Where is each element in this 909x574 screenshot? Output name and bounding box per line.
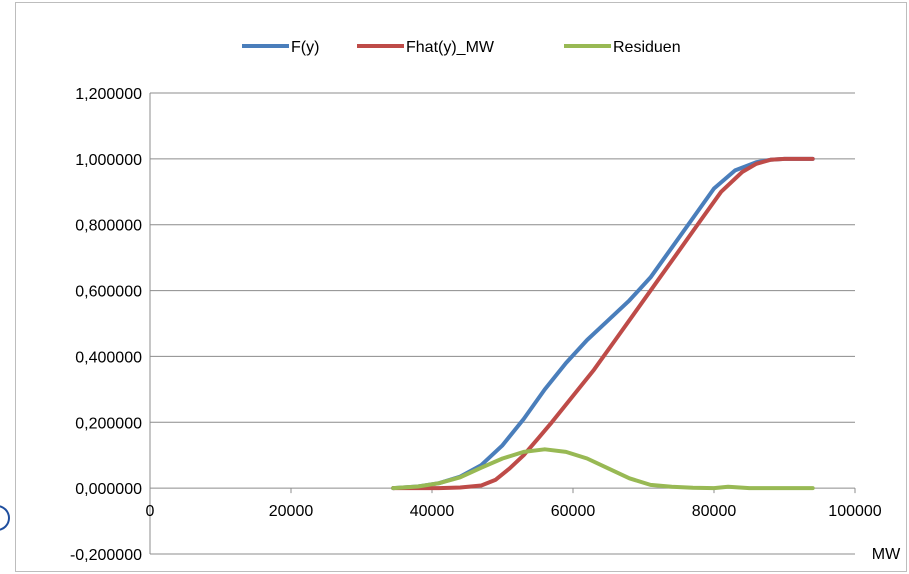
x-tick-label: 100000 xyxy=(828,503,881,520)
y-tick-label: 1,000000 xyxy=(75,152,142,169)
axes: -0,200000 0,000000 0,200000 0,400000 0,60000… xyxy=(70,86,882,564)
y-tick-label: 1,200000 xyxy=(75,86,142,103)
y-tick-label: 0,200000 xyxy=(75,415,142,432)
x-tick-label: 40000 xyxy=(410,503,455,520)
chart-area: -0,200000 0,000000 0,200000 0,400000 0,60000… xyxy=(15,2,907,572)
x-axis-title: MW xyxy=(872,546,901,563)
edge-mark xyxy=(0,505,10,531)
gridlines xyxy=(150,92,855,555)
series-line xyxy=(391,447,815,491)
y-tick-label: 0,600000 xyxy=(75,284,142,301)
y-tick-label: 0,800000 xyxy=(75,218,142,235)
legend-label: Fhat(y)_MW xyxy=(406,39,495,56)
series-lines xyxy=(391,156,815,491)
y-tick-label: 0,400000 xyxy=(75,349,142,366)
legend-label: F(y) xyxy=(291,39,319,56)
x-tick-label: 80000 xyxy=(692,503,737,520)
series-line xyxy=(391,156,815,491)
y-tick-label: -0,200000 xyxy=(70,547,142,564)
line-chart: -0,200000 0,000000 0,200000 0,400000 0,60000… xyxy=(70,39,901,564)
y-tick-label: 0,000000 xyxy=(75,481,142,498)
legend: F(y) Fhat(y)_MW Residuen xyxy=(242,39,681,56)
x-tick-label: 60000 xyxy=(551,503,596,520)
series-line xyxy=(391,156,815,491)
x-tick-label: 0 xyxy=(146,503,155,520)
legend-label: Residuen xyxy=(613,39,681,56)
x-tick-label: 20000 xyxy=(269,503,314,520)
